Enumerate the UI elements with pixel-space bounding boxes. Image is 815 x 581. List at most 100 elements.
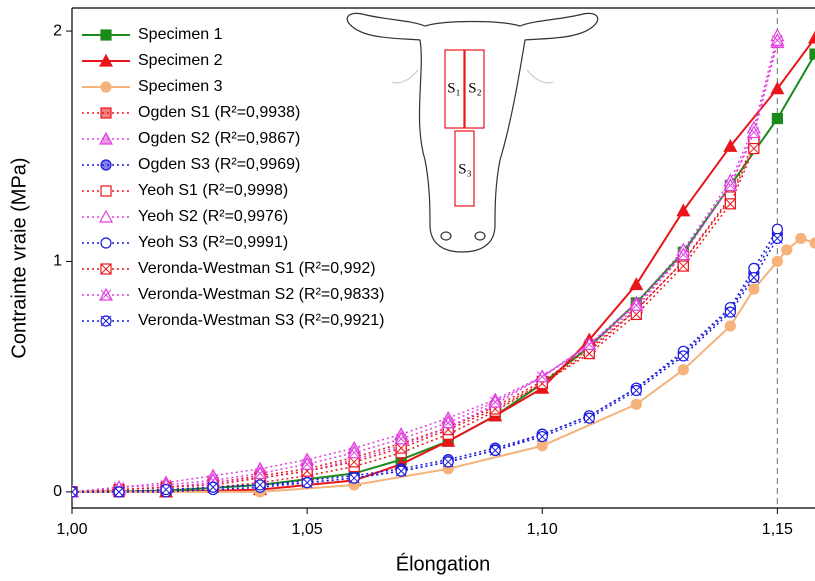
data-point: [442, 456, 454, 468]
data-point: [781, 244, 793, 256]
marker-cross: [348, 472, 360, 484]
marker-cross: [630, 299, 642, 311]
legend-text: Specimen 2: [138, 52, 223, 69]
marker-cross: [442, 456, 454, 468]
data-point: [535, 369, 550, 383]
marker-shape: [809, 237, 815, 249]
data-point: [630, 308, 642, 321]
marker-shape: [748, 283, 760, 295]
marker-shape: [100, 107, 112, 119]
marker-cross: [536, 371, 548, 383]
data-point: [723, 178, 738, 192]
legend-marker: [100, 315, 112, 327]
legend-marker: [100, 29, 112, 41]
marker-shape: [771, 255, 783, 268]
marker-cross: [677, 249, 689, 260]
data-point: [771, 232, 783, 245]
cow-head: [346, 12, 599, 253]
data-point: [724, 198, 736, 210]
marker-shape: [771, 112, 783, 125]
data-point: [677, 260, 689, 272]
marker-shape: [72, 486, 78, 498]
data-point: [583, 348, 595, 360]
marker-cross: [301, 458, 313, 470]
legend-text: Specimen 3: [138, 78, 223, 95]
data-point: [676, 203, 691, 217]
data-point: [300, 456, 315, 470]
zone-s3: [454, 130, 475, 207]
data-point: [809, 48, 815, 60]
data-point: [795, 232, 807, 245]
series-line: [72, 37, 815, 493]
legend-marker: [100, 81, 112, 93]
marker-shape: [771, 223, 783, 235]
marker-cross: [395, 442, 407, 454]
marker-shape: [98, 131, 114, 145]
data-point: [677, 350, 689, 362]
marker-shape: [630, 398, 642, 410]
marker-cross: [772, 34, 783, 46]
data-point: [629, 277, 644, 291]
marker-cross: [748, 143, 760, 154]
legend-text: Veronda-Westman S1 (R²=0,992): [138, 260, 376, 277]
marker-shape: [676, 203, 691, 217]
x-axis-title: Élongation: [396, 552, 491, 575]
marker-shape: [677, 364, 689, 376]
marker-shape: [807, 30, 815, 44]
data-point: [630, 384, 642, 397]
marker-shape: [441, 433, 456, 447]
marker-shape: [770, 81, 785, 95]
legend-marker: [98, 53, 114, 67]
marker-cross: [100, 315, 112, 327]
marker-cross: [583, 339, 595, 350]
x-tick-label: 1,10: [527, 521, 558, 538]
marker-shape: [98, 53, 114, 67]
data-point: [347, 445, 362, 459]
series-line: [72, 238, 779, 493]
data-point: [748, 142, 760, 155]
data-point: [582, 337, 597, 351]
marker-cross: [442, 417, 454, 429]
data-point: [583, 412, 595, 424]
marker-cross: [100, 263, 112, 275]
data-point: [771, 223, 783, 235]
data-point: [807, 30, 815, 44]
data-point: [441, 415, 456, 429]
x-tick-label: 1,00: [56, 521, 87, 538]
legend-text: Veronda-Westman S3 (R²=0,9921): [138, 312, 385, 329]
marker-cross: [748, 272, 760, 283]
data-point: [253, 466, 268, 480]
marker-cross: [348, 456, 360, 468]
marker-cross: [489, 445, 501, 456]
marker-cross: [748, 127, 760, 138]
marker-shape: [98, 209, 114, 223]
data-point: [395, 442, 407, 454]
data-point: [536, 430, 548, 443]
data-point: [536, 440, 548, 452]
marker-cross: [583, 412, 595, 424]
marker-cross: [725, 180, 736, 191]
series-line: [72, 42, 779, 493]
data-point: [724, 320, 736, 332]
y-tick-label: 1: [53, 253, 62, 270]
marker-cross: [489, 396, 501, 408]
legend-marker: [98, 209, 114, 223]
data-point: [348, 472, 360, 484]
zone-s2: [464, 49, 485, 129]
data-point: [771, 112, 783, 125]
marker-cross: [630, 385, 642, 396]
legend-text: Veronda-Westman S2 (R²=0,9833): [138, 286, 385, 303]
data-point: [746, 125, 761, 139]
legend-text: Yeoh S2 (R²=0,9976): [138, 208, 288, 225]
marker-shape: [724, 320, 736, 332]
marker-shape: [809, 48, 815, 60]
y-axis-title: Contrainte vraie (MPa): [8, 157, 30, 358]
marker-shape: [795, 232, 807, 245]
series-line: [72, 40, 779, 493]
cow-detail: [391, 69, 419, 84]
marker-cross: [348, 447, 360, 459]
data-point: [723, 138, 738, 152]
marker-shape: [100, 185, 112, 197]
inset-label: S₁: [447, 80, 461, 96]
